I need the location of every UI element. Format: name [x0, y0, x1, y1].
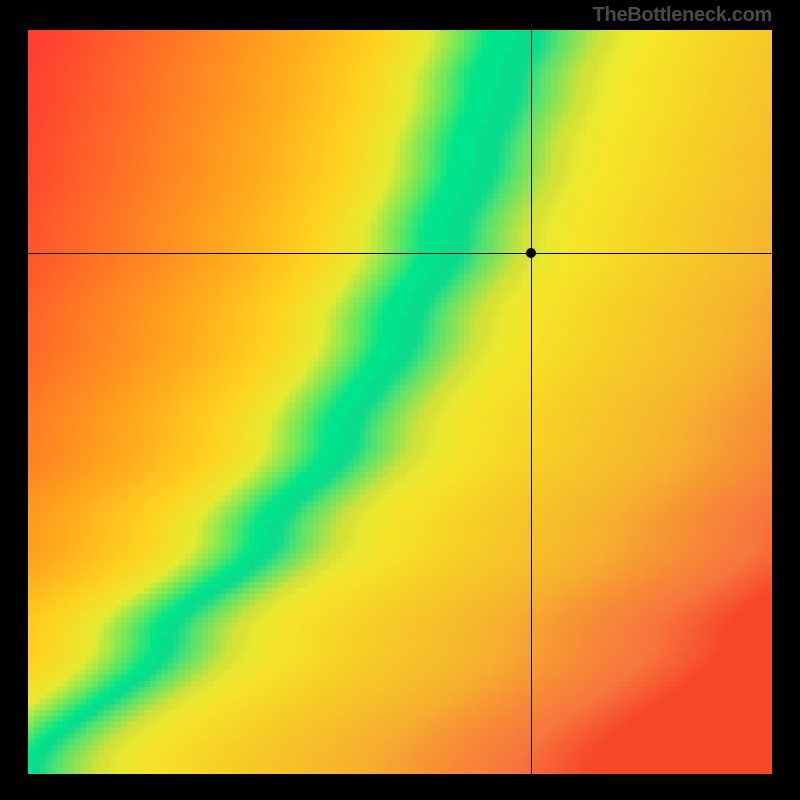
attribution-text: TheBottleneck.com: [593, 4, 772, 27]
bottleneck-heatmap: [28, 30, 772, 774]
crosshair-marker: [526, 248, 536, 258]
crosshair-vertical: [531, 30, 532, 774]
crosshair-horizontal: [28, 253, 772, 254]
